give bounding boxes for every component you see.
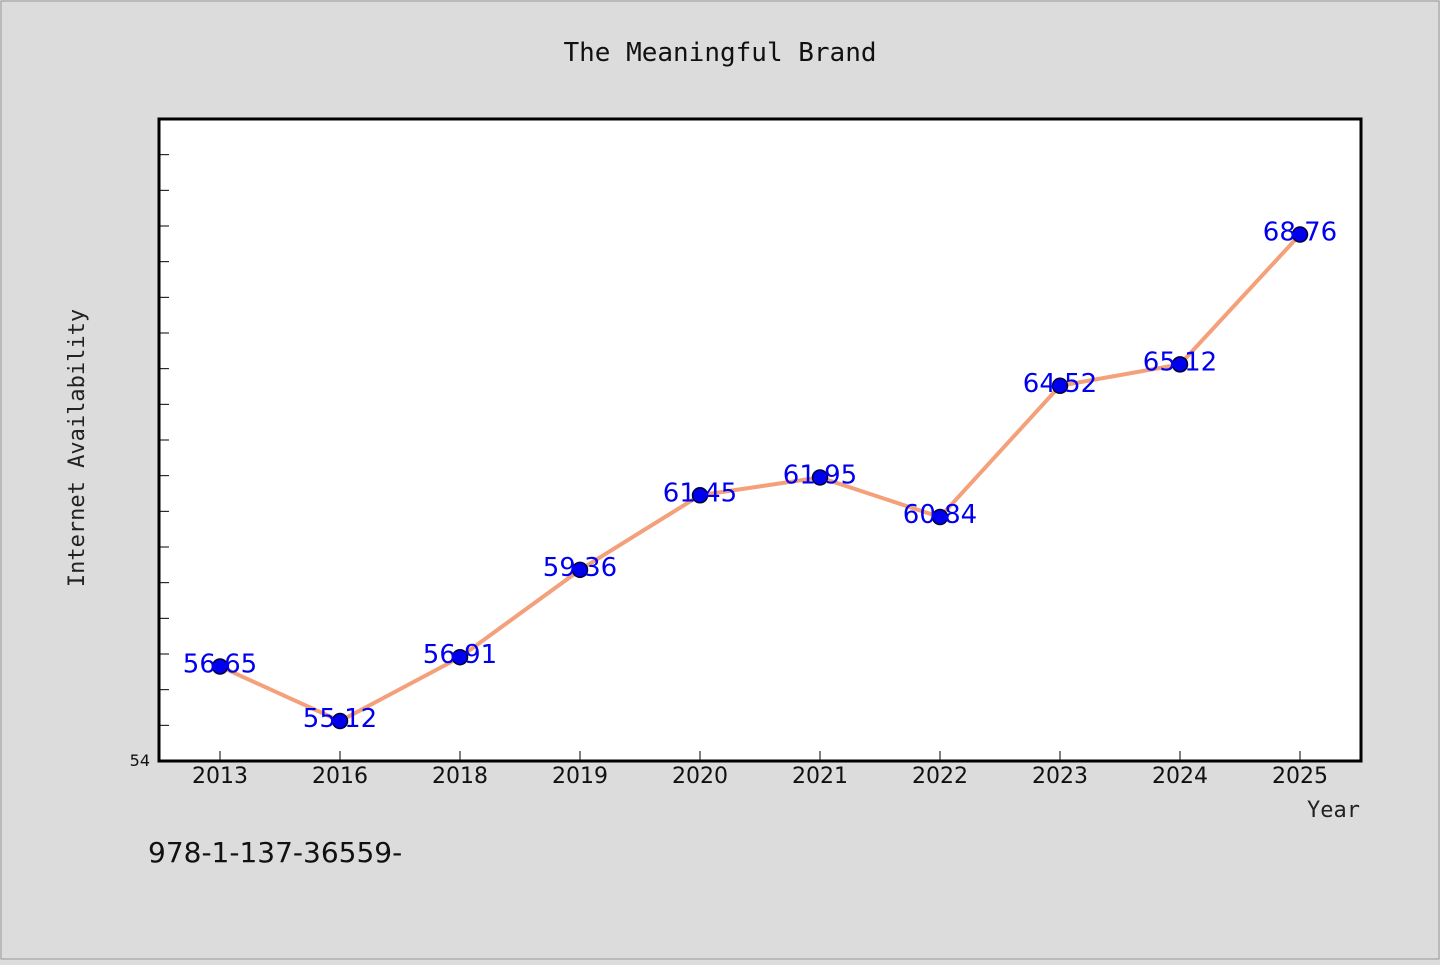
data-point	[451, 648, 469, 666]
x-axis-tick-label: 2021	[792, 764, 848, 789]
x-axis-label: Year	[1307, 798, 1360, 823]
data-labels: 56.65 55.12 56.91 59.36 61.45 61.95 60.84 64.52…	[183, 218, 1337, 734]
x-axis-tick-label: 2025	[1272, 764, 1328, 789]
data-point	[811, 469, 829, 486]
data-points	[211, 226, 1309, 730]
data-point	[1291, 226, 1309, 243]
x-axis-tick-label: 2022	[912, 764, 968, 789]
data-point	[1051, 377, 1069, 395]
data-label: 59.36	[543, 553, 617, 583]
data-label: 61.45	[663, 478, 737, 508]
series-line	[219, 233, 1302, 724]
y-axis-ticks	[159, 154, 169, 726]
x-axis-tick-label: 2024	[1152, 764, 1208, 789]
data-label: 56.65	[183, 649, 257, 679]
footer-isbn-text: 978-1-137-36559-	[148, 836, 402, 869]
x-axis-tick-label: 2016	[312, 764, 368, 789]
data-label: 64.52	[1023, 369, 1097, 399]
data-point	[571, 561, 589, 579]
data-label: 55.12	[303, 704, 377, 734]
x-axis-tick-labels: 2013 2016 2018 2019 2020 2021 2022 2023 2024 2025	[192, 764, 1328, 789]
plot-area	[157, 117, 1363, 763]
data-point	[691, 487, 709, 504]
x-axis-ticks	[219, 751, 1301, 761]
x-axis-tick-label: 2019	[552, 764, 608, 789]
chart-title: The Meaningful Brand	[563, 38, 876, 68]
x-axis-tick-label: 2013	[192, 764, 248, 789]
x-axis-tick-label: 2018	[432, 764, 488, 789]
series-group: 56.65 55.12 56.91 59.36 61.45 61.95 60.84 64.52…	[183, 218, 1337, 734]
data-point	[211, 658, 229, 675]
y-axis-tick-label: 54	[130, 751, 150, 770]
x-axis-tick-label: 2020	[672, 764, 728, 789]
data-label: 68.76	[1263, 218, 1337, 248]
data-point	[1171, 356, 1189, 373]
data-label: 56.91	[423, 640, 497, 670]
data-label: 60.84	[903, 500, 977, 530]
data-point	[931, 508, 949, 526]
data-point	[331, 712, 349, 730]
data-label: 61.95	[783, 460, 857, 490]
x-axis-tick-label: 2023	[1032, 764, 1088, 789]
y-axis-label: Internet Availability	[65, 309, 90, 587]
data-label: 65.12	[1143, 347, 1217, 377]
